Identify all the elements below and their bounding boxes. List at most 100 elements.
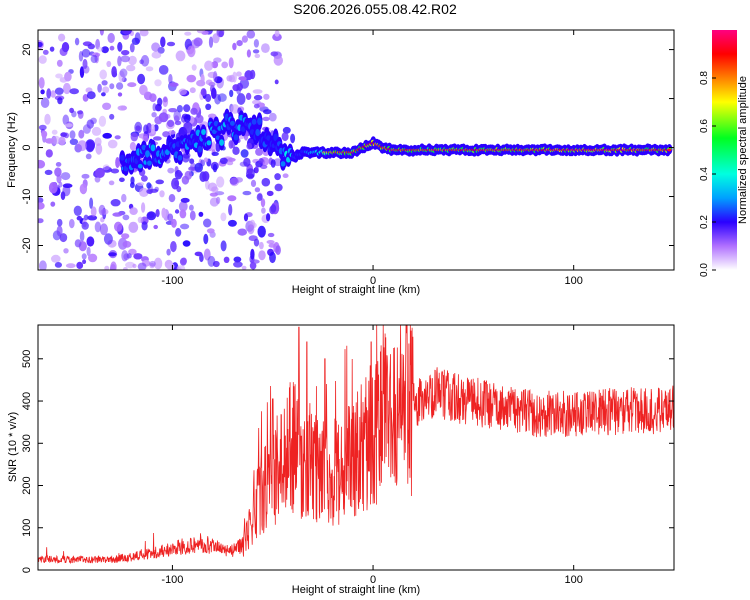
spectrogram-track-cell bbox=[177, 155, 183, 161]
spectrogram-noise-cell bbox=[261, 207, 266, 214]
spectrogram-noise-cell bbox=[205, 103, 212, 111]
spectrogram-noise-cell bbox=[263, 93, 270, 100]
spectrogram-noise-cell bbox=[166, 41, 176, 47]
spectrogram-noise-cell bbox=[44, 113, 51, 125]
spectrogram-track-cell bbox=[273, 133, 279, 142]
spectrogram-noise-cell bbox=[241, 35, 248, 43]
spectrogram-noise-cell bbox=[121, 250, 129, 262]
spectrogram-noise-cell bbox=[116, 82, 124, 90]
spectrogram-noise-cell bbox=[208, 113, 217, 119]
spectrogram-noise-cell bbox=[171, 218, 177, 228]
colorbar: 0.0 0.2 0.4 0.6 0.8 Normalized spectral ampl… bbox=[699, 30, 749, 277]
spectrogram-noise-cell bbox=[188, 166, 195, 171]
spectrogram-noise-cell bbox=[109, 113, 115, 120]
spectrogram-noise-cell bbox=[213, 57, 222, 63]
spectrogram-noise-cell bbox=[55, 162, 62, 167]
spectrogram-noise-cell bbox=[63, 248, 69, 254]
spectrogram-noise-cell bbox=[240, 149, 249, 158]
spectrogram-noise-cell bbox=[250, 179, 257, 187]
spectrogram-noise-cell bbox=[218, 30, 224, 38]
spectrogram-noise-cell bbox=[207, 255, 216, 267]
spectrogram-track-cell bbox=[150, 144, 156, 152]
spectrogram-noise-cell bbox=[102, 132, 112, 139]
spectrogram-noise-cell bbox=[76, 215, 83, 221]
spectrogram-noise-cell bbox=[107, 139, 118, 149]
spectrogram-noise-cell bbox=[255, 147, 264, 156]
spectrogram-noise-cell bbox=[267, 232, 275, 238]
spectrogram-noise-cell bbox=[274, 173, 281, 181]
spectrogram-noise-cell bbox=[133, 253, 143, 260]
spectrogram-noise-cell bbox=[184, 170, 192, 180]
spectrogram-noise-cell bbox=[181, 153, 190, 163]
spectrogram-noise-cell bbox=[121, 30, 132, 35]
spectrogram-noise-cell bbox=[129, 207, 138, 216]
spectrogram-track-cell bbox=[240, 126, 246, 132]
spectrogram-noise-cell bbox=[95, 167, 105, 178]
spectrogram-noise-cell bbox=[205, 79, 213, 86]
spectrogram-noise-cell bbox=[101, 80, 108, 86]
spectrogram-track-cell bbox=[233, 134, 239, 141]
spectrogram-noise-cell bbox=[101, 46, 109, 54]
spectrogram-noise-cell bbox=[254, 165, 259, 174]
spectrogram-noise-cell bbox=[82, 259, 87, 265]
spectrogram-noise-cell bbox=[163, 96, 168, 103]
spectrogram-noise-cell bbox=[78, 129, 85, 139]
spectrogram-noise-cell bbox=[195, 114, 204, 124]
spectrogram-noise-cell bbox=[206, 228, 215, 234]
spectrogram-noise-cell bbox=[69, 138, 79, 145]
spectrogram-noise-cell bbox=[236, 71, 242, 77]
spectrogram-noise-cell bbox=[56, 218, 63, 227]
spectrogram-frame bbox=[37, 29, 675, 271]
spectrogram-ytick-label: 10 bbox=[21, 92, 33, 104]
spectrogram-noise-cell bbox=[168, 108, 178, 113]
spectrogram-noise-cell bbox=[125, 261, 135, 269]
spectrogram-noise-cell bbox=[220, 240, 227, 252]
spectrogram-noise-cell bbox=[170, 241, 177, 253]
spectrogram-noise-cell bbox=[203, 233, 209, 245]
spectrogram-noise-cell bbox=[91, 126, 102, 136]
spectrogram-track-cell bbox=[251, 118, 257, 125]
spectrogram-noise-cell bbox=[258, 250, 266, 261]
spectrogram-noise-cell bbox=[232, 146, 240, 155]
spectrogram-noise-cell bbox=[38, 55, 47, 64]
spectrogram-noise-cell bbox=[54, 262, 63, 268]
spectrogram-noise-cell bbox=[132, 263, 137, 269]
spectrogram-noise-cell bbox=[194, 251, 203, 257]
spectrogram-noise-cell bbox=[243, 213, 249, 222]
spectrogram-track-cell bbox=[257, 117, 262, 125]
spectrogram-noise-cell bbox=[143, 124, 149, 135]
spectrogram-noise-cell bbox=[246, 30, 256, 39]
spectrogram-noise-cell bbox=[262, 116, 270, 122]
spectrogram-noise-cell bbox=[114, 135, 121, 140]
spectrogram-noise-cell bbox=[246, 168, 255, 180]
spectrogram-track-core bbox=[667, 148, 672, 152]
spectrogram-noise-cell bbox=[229, 89, 234, 98]
spectrogram-noise-cell bbox=[137, 216, 143, 223]
spectrogram-noise-cell bbox=[274, 30, 280, 37]
spectrogram-noise-cell bbox=[95, 143, 103, 155]
spectrogram-noise-cell bbox=[56, 225, 63, 237]
spectrogram-noise-cell bbox=[180, 223, 190, 230]
spectrogram-noise-cell bbox=[102, 86, 110, 94]
spectrogram-noise-cell bbox=[64, 71, 72, 82]
spectrogram-ytick-label: -10 bbox=[21, 189, 33, 205]
spectrogram-noise-cell bbox=[85, 139, 96, 152]
spectrogram-noise-cell bbox=[257, 225, 266, 238]
spectrogram-noise-cell bbox=[141, 202, 146, 213]
spectrogram-noise-cell bbox=[108, 180, 115, 186]
spectrogram-noise-cell bbox=[238, 76, 247, 81]
spectrogram-noise-cell bbox=[189, 158, 195, 164]
spectrogram-noise-cell bbox=[77, 140, 88, 152]
spectrogram-noise-cell bbox=[86, 91, 96, 100]
spectrogram-noise-cell bbox=[189, 210, 196, 221]
snr-ytick-label: 200 bbox=[21, 476, 33, 494]
spectrogram-noise-cell bbox=[42, 49, 49, 55]
spectrogram-noise-cell bbox=[82, 124, 91, 134]
spectrogram-noise-cell bbox=[39, 260, 47, 270]
spectrogram-noise-cell bbox=[252, 89, 263, 94]
spectrogram-noise-cell bbox=[230, 104, 240, 114]
spectrogram-xtick-label: -100 bbox=[161, 275, 183, 287]
spectrogram-noise-cell bbox=[290, 133, 296, 144]
